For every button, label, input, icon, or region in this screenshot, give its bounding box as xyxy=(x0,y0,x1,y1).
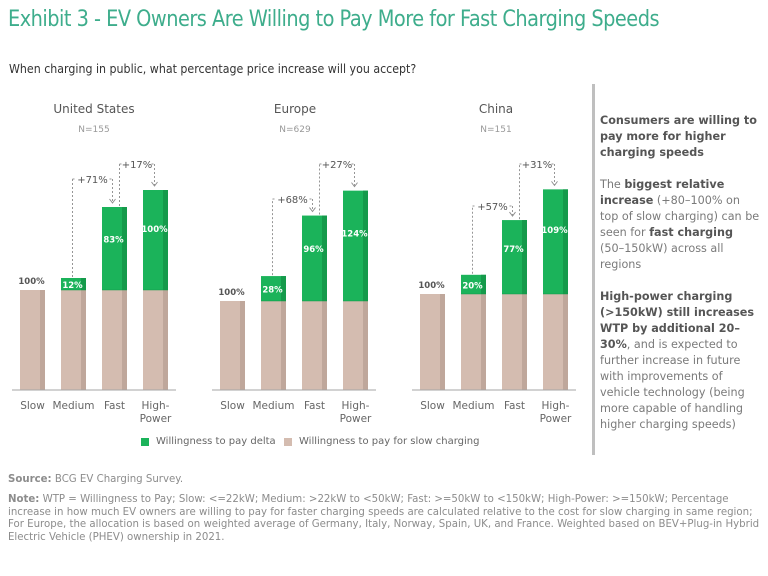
legend-label-base: Willingness to pay for slow charging xyxy=(299,436,480,447)
bar-shade xyxy=(363,301,368,390)
arrow-head-icon xyxy=(151,181,158,187)
delta-label: 124% xyxy=(341,230,368,240)
bar-shade xyxy=(322,301,327,390)
chart-panel-china: China N=151 100% Slow 20% Medium 77% Fast 109% Hi… xyxy=(412,102,576,425)
bar-shade xyxy=(440,294,445,390)
delta-label: 109% xyxy=(541,226,568,236)
arrow-head-icon xyxy=(551,181,558,187)
category-label: Power xyxy=(540,413,572,425)
source-text: BCG EV Charging Survey. xyxy=(51,474,184,485)
sidebar-text: , and is expected to further increase in… xyxy=(600,338,745,431)
sidebar-emphasis: fast charging xyxy=(649,226,733,239)
top-label: 100% xyxy=(18,277,45,287)
bar-shade xyxy=(481,294,486,390)
increase-annotation: +71% xyxy=(77,175,108,186)
bar-shade xyxy=(563,294,568,390)
bar-shade xyxy=(322,215,327,301)
bar-shade xyxy=(522,220,527,294)
bar-shade xyxy=(522,294,527,390)
chart-title: United States xyxy=(53,102,134,116)
chart-panel-europe: Europe N=629 100% Slow 28% Medium 96% Fast 124% H… xyxy=(212,102,376,425)
category-label: Medium xyxy=(253,400,295,412)
note-label: Note: xyxy=(8,494,40,505)
top-label: 100% xyxy=(218,288,245,298)
charts-area: United States N=155 100% Slow 12% Medium 83% Fa… xyxy=(12,102,576,425)
category-label: Fast xyxy=(504,400,525,412)
key-insights-sidebar: Consumers are willing to pay more for hi… xyxy=(600,113,760,449)
chart-title: China xyxy=(479,102,513,116)
sidebar-paragraph-high-power: High-power charging (>150kW) still incre… xyxy=(600,289,760,433)
delta-label: 77% xyxy=(503,245,524,255)
source-label: Source: xyxy=(8,474,52,485)
bar-delta xyxy=(461,274,486,294)
sidebar-text: (+80–100% on top of slow charging) can b… xyxy=(600,194,760,239)
bar-shade xyxy=(163,290,168,390)
sidebar-emphasis: biggest relative increase xyxy=(600,178,725,207)
sample-size: N=629 xyxy=(279,125,311,135)
category-label: Power xyxy=(140,413,172,425)
legend-swatch-base xyxy=(284,437,292,446)
legend-item-delta: Willingness to pay delta xyxy=(141,436,276,447)
category-label: High- xyxy=(542,400,570,412)
sidebar-emphasis: High-power charging (>150kW) still incre… xyxy=(600,290,755,351)
category-label: Slow xyxy=(420,400,445,412)
increase-annotation: +27% xyxy=(322,160,353,171)
increase-annotation: +17% xyxy=(122,160,153,171)
source-note: Source: BCG EV Charging Survey. xyxy=(8,474,760,487)
increase-annotation: +57% xyxy=(477,202,508,213)
chart-title: Europe xyxy=(274,102,316,116)
arrow-head-icon xyxy=(509,211,516,217)
sidebar-headline: Consumers are willing to pay more for hi… xyxy=(600,114,757,159)
arrow-head-icon xyxy=(109,198,116,204)
category-label: High- xyxy=(142,400,170,412)
bar-shade xyxy=(240,301,245,390)
legend-item-base: Willingness to pay for slow charging xyxy=(284,436,479,447)
legend-label-delta: Willingness to pay delta xyxy=(156,436,276,447)
footnote: Note: WTP = Willingness to Pay; Slow: <=… xyxy=(8,494,760,544)
delta-label: 12% xyxy=(62,281,83,291)
bar-shade xyxy=(81,278,86,290)
sidebar-text: (50–150kW) across all regions xyxy=(600,242,724,271)
chart-panel-united-states: United States N=155 100% Slow 12% Medium 83% Fa… xyxy=(12,102,176,425)
category-label: Slow xyxy=(20,400,45,412)
bar-shade xyxy=(163,190,168,290)
bar-shade xyxy=(363,190,368,301)
bar-shade xyxy=(40,290,45,390)
legend-swatch-delta xyxy=(141,437,149,446)
survey-question: When charging in public, what percentage… xyxy=(9,62,417,76)
increase-annotation: +31% xyxy=(522,160,553,171)
sample-size: N=151 xyxy=(480,125,511,135)
bar-shade xyxy=(122,290,127,390)
delta-label: 28% xyxy=(262,286,283,296)
bar-shade xyxy=(281,301,286,390)
sidebar-paragraph-fast-charging: The biggest relative increase (+80–100% … xyxy=(600,177,760,273)
top-label: 100% xyxy=(418,281,445,291)
category-label: Fast xyxy=(104,400,125,412)
note-text: WTP = Willingness to Pay; Slow: <=22kW; … xyxy=(8,494,760,543)
bar-shade xyxy=(81,290,86,390)
sidebar-divider xyxy=(592,84,595,455)
delta-label: 96% xyxy=(303,245,324,255)
bar-delta xyxy=(61,278,86,290)
bar-shade xyxy=(122,207,127,290)
category-label: Medium xyxy=(53,400,95,412)
arrow-head-icon xyxy=(309,207,316,213)
delta-label: 83% xyxy=(103,236,124,246)
exhibit-title: Exhibit 3 - EV Owners Are Willing to Pay… xyxy=(8,6,660,32)
category-label: Slow xyxy=(220,400,245,412)
increase-annotation: +68% xyxy=(277,195,308,206)
category-label: High- xyxy=(342,400,370,412)
bar-shade xyxy=(281,276,286,301)
bar-shade xyxy=(481,274,486,294)
category-label: Medium xyxy=(453,400,495,412)
delta-label: 100% xyxy=(141,225,168,235)
delta-label: 20% xyxy=(462,281,483,291)
sidebar-text: The xyxy=(600,178,625,191)
category-label: Fast xyxy=(304,400,325,412)
category-label: Power xyxy=(340,413,372,425)
bar-shade xyxy=(563,189,568,294)
arrow-head-icon xyxy=(351,182,358,188)
sample-size: N=155 xyxy=(78,125,109,135)
